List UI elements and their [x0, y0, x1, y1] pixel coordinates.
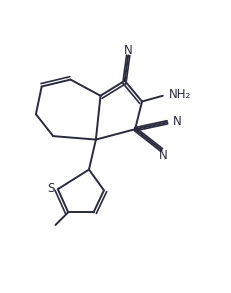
Text: N: N [173, 115, 181, 128]
Text: N: N [124, 44, 133, 57]
Text: NH₂: NH₂ [169, 88, 191, 100]
Text: S: S [48, 182, 55, 195]
Text: N: N [159, 149, 168, 161]
